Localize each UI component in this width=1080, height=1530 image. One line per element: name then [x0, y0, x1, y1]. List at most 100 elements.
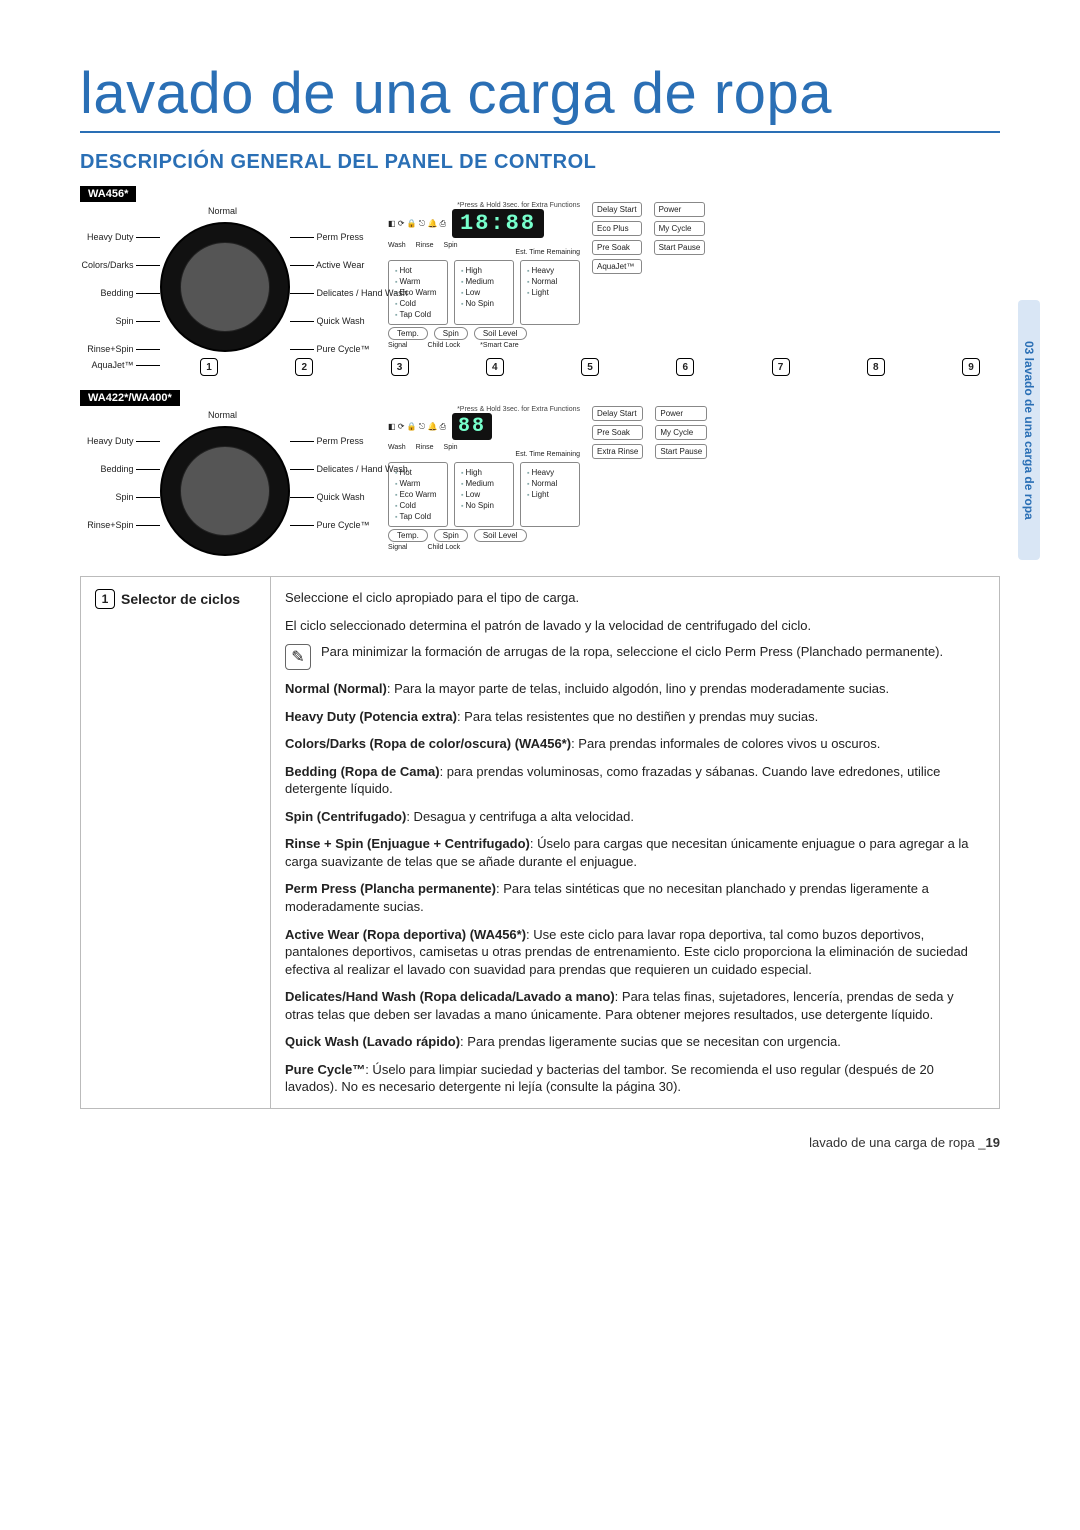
intro-text: Seleccione el ciclo apropiado para el ti… [285, 589, 985, 607]
inline-label: Spin [444, 242, 458, 249]
option-item: Cold [395, 298, 441, 309]
option-item: Heavy [527, 265, 573, 276]
option-item: Normal [527, 478, 573, 489]
dial-label: Quick Wash [290, 316, 365, 326]
cycle-description: Delicates/Hand Wash (Ropa delicada/Lavad… [285, 988, 985, 1023]
cycle-description: Spin (Centrifugado): Desagua y centrifug… [285, 808, 985, 826]
tip-text: Para minimizar la formación de arrugas d… [321, 644, 943, 659]
inline-label: Child Lock [427, 342, 460, 349]
cycle-description: Normal (Normal): Para la mayor parte de … [285, 680, 985, 698]
option-item: Warm [395, 276, 441, 287]
panel-button: Power [654, 202, 706, 217]
display-panel: *Press & Hold 3sec. for Extra Functions … [388, 406, 1000, 551]
option-buttons: Delay StartPre SoakExtra Rinse [592, 406, 643, 551]
option-buttons: Delay StartEco PlusPre SoakAquaJet™ [592, 202, 642, 349]
option-item: Light [527, 489, 573, 500]
inline-label: Rinse [416, 242, 434, 249]
footer-text: lavado de una carga de ropa _ [809, 1135, 985, 1150]
cycle-selector-table: 1 Selector de ciclos Seleccione el ciclo … [80, 576, 1000, 1109]
dial-label: Perm Press [290, 232, 364, 242]
inline-label: Rinse [416, 444, 434, 451]
right-buttons: PowerMy CycleStart Pause [655, 406, 707, 551]
cycle-description: Bedding (Ropa de Cama): para prendas vol… [285, 763, 985, 798]
cycle-description: Quick Wash (Lavado rápido): Para prendas… [285, 1033, 985, 1051]
callout-number: 2 [295, 358, 313, 376]
display-panel: *Press & Hold 3sec. for Extra Functions … [388, 202, 1000, 349]
panel-button: Start Pause [654, 240, 706, 255]
panel-button: Pre Soak [592, 425, 643, 440]
row-content: Seleccione el ciclo apropiado para el ti… [271, 577, 1000, 1109]
soil-options: HeavyNormalLight [520, 260, 580, 325]
callout-number: 7 [772, 358, 790, 376]
dial-label: Rinse+Spin [87, 520, 160, 530]
dial-label: Bedding [100, 464, 160, 474]
inline-label: Wash [388, 242, 406, 249]
dial-label: Pure Cycle™ [290, 520, 370, 530]
callout-number: 4 [486, 358, 504, 376]
option-item: Tap Cold [395, 309, 441, 320]
dial-label: Delicates / Hand Wash [290, 464, 408, 474]
section-heading: DESCRIPCIÓN GENERAL DEL PANEL DE CONTROL [80, 151, 1000, 174]
dial-label: Bedding [100, 288, 160, 298]
hold-note: *Press & Hold 3sec. for Extra Functions [388, 406, 580, 413]
dial-label: Perm Press [290, 436, 364, 446]
option-item: No Spin [461, 500, 507, 511]
option-item: Low [461, 287, 507, 298]
control-panel-diagram-wa456: WA456* Heavy Duty Colors/Darks Bedding S… [80, 184, 1000, 376]
option-item: Heavy [527, 467, 573, 478]
callout-numbers: 123456789 [80, 358, 1000, 376]
option-item: Warm [395, 478, 441, 489]
cycle-description: Perm Press (Plancha permanente): Para te… [285, 880, 985, 915]
option-item: High [461, 467, 507, 478]
option-item: Light [527, 287, 573, 298]
row-header: 1 Selector de ciclos [81, 577, 271, 1109]
panel-footer-button: Temp. [388, 327, 428, 340]
dial-label: Spin [115, 316, 160, 326]
soil-options: HeavyNormalLight [520, 462, 580, 527]
option-item: Medium [461, 478, 507, 489]
hold-note: *Press & Hold 3sec. for Extra Functions [388, 202, 580, 209]
callout-number: 3 [391, 358, 409, 376]
option-item: No Spin [461, 298, 507, 309]
right-buttons: Power My Cycle Start Pause [654, 202, 706, 349]
dial-label: Pure Cycle™ [290, 344, 370, 354]
callout-number: 5 [581, 358, 599, 376]
dial-label: Quick Wash [290, 492, 365, 502]
page-footer: lavado de una carga de ropa _19 [80, 1135, 1000, 1150]
dial-label: Delicates / Hand Wash [290, 288, 408, 298]
option-item: Medium [461, 276, 507, 287]
tip-icon: ✎ [285, 644, 311, 670]
inline-label: Signal [388, 342, 407, 349]
option-item: High [461, 265, 507, 276]
dial-label: Heavy Duty [87, 232, 160, 242]
model-badge: WA422*/WA400* [80, 390, 180, 406]
model-badge: WA456* [80, 186, 136, 202]
inline-label: Child Lock [427, 544, 460, 551]
panel-footer-button: Temp. [388, 529, 428, 542]
panel-footer-button: Soil Level [474, 327, 527, 340]
row-number: 1 [95, 589, 115, 609]
panel-footer-button: Spin [434, 327, 468, 340]
callout-number: 9 [962, 358, 980, 376]
est-time-label: Est. Time Remaining [388, 249, 580, 256]
dial-label: Rinse+Spin [87, 344, 160, 354]
panel-footer-button: Spin [434, 529, 468, 542]
row-title: Selector de ciclos [121, 591, 240, 607]
dial-label: Colors/Darks [81, 260, 160, 270]
panel-button: My Cycle [654, 221, 706, 236]
lcd-display: 88 [452, 413, 492, 440]
control-panel-diagram-wa422: WA422*/WA400* Heavy Duty Bedding Spin Ri… [80, 388, 1000, 556]
side-tab: 03 lavado de una carga de ropa [1018, 300, 1040, 560]
inline-label: Wash [388, 444, 406, 451]
cycle-description: Rinse + Spin (Enjuague + Centrifugado): … [285, 835, 985, 870]
cycle-dial: Heavy Duty Colors/Darks Bedding Spin Rin… [80, 202, 370, 352]
lcd-display: 18:88 [452, 209, 544, 238]
spin-options: HighMediumLowNo Spin [454, 462, 514, 527]
page-number: 19 [986, 1135, 1000, 1150]
panel-button: Start Pause [655, 444, 707, 459]
panel-button: Delay Start [592, 202, 642, 217]
dial-label: AquaJet™ [91, 360, 160, 370]
callout-number: 1 [200, 358, 218, 376]
dial-label: Heavy Duty [87, 436, 160, 446]
cycle-description: Heavy Duty (Potencia extra): Para telas … [285, 708, 985, 726]
